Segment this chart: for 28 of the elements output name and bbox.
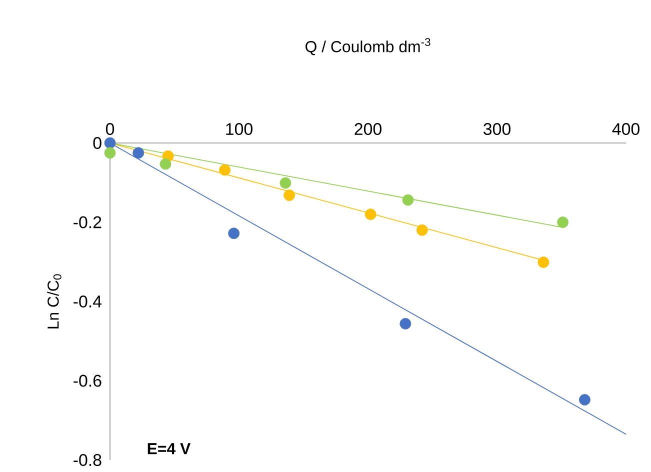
point	[104, 147, 116, 159]
point	[400, 318, 412, 330]
point	[284, 190, 296, 202]
annotation: E=4 V	[148, 443, 191, 454]
point	[364, 208, 376, 220]
x-tick-label: 400	[612, 123, 640, 136]
point	[160, 158, 172, 170]
x-axis-title: Q / Coulomb dm$^{-3}$	[306, 38, 430, 56]
point	[402, 194, 414, 206]
point	[228, 228, 240, 240]
y-axis-title: Ln C/C$_{0}$	[47, 274, 62, 329]
y-tick-label: -0.4	[74, 296, 102, 308]
y-tick-label: -0.6	[74, 374, 102, 387]
point	[104, 137, 116, 149]
point	[579, 394, 590, 406]
y-tick-label: 0	[93, 137, 102, 150]
x-tick-label: 0	[106, 123, 114, 136]
y-tick-label: -0.8	[74, 454, 102, 466]
x-tick-label: 300	[484, 123, 510, 136]
y-tick-label: -0.2	[74, 216, 102, 228]
x-tick-label: 100	[226, 123, 252, 136]
point	[416, 224, 428, 236]
point	[538, 256, 550, 268]
point	[219, 164, 231, 176]
point	[132, 147, 144, 159]
x-tick-label: 200	[354, 123, 382, 136]
point	[280, 177, 292, 189]
point	[557, 216, 568, 228]
